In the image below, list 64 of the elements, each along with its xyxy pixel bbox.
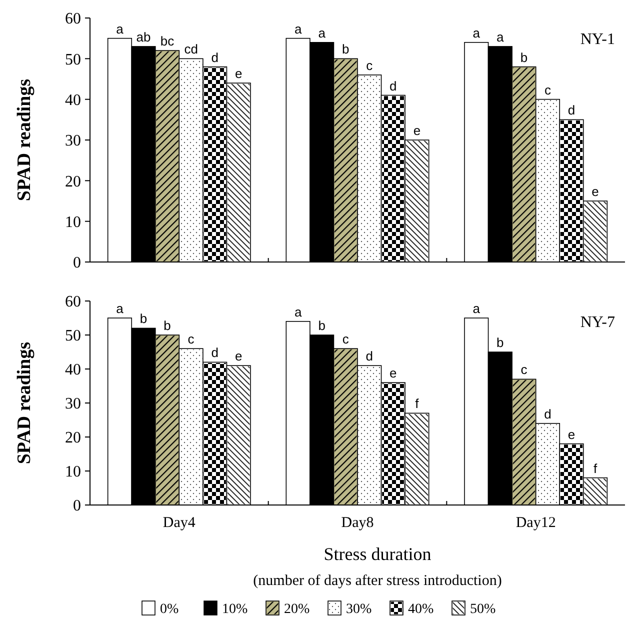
y-axis-title: SPAD readings — [14, 342, 35, 464]
y-tick-label: 60 — [65, 294, 81, 311]
data-label: d — [211, 50, 218, 65]
y-tick-label: 20 — [65, 173, 81, 190]
data-label: e — [234, 348, 242, 364]
data-label: b — [496, 335, 504, 350]
y-tick-label: 40 — [65, 92, 81, 109]
x-tick-label: Day8 — [341, 515, 374, 531]
legend-label: 50% — [470, 602, 496, 617]
data-label: d — [568, 102, 576, 118]
data-label: a — [496, 29, 505, 44]
data-label: c — [544, 82, 552, 98]
y-axis-title: SPAD readings — [14, 78, 35, 202]
data-label: b — [164, 318, 171, 333]
legend-label: 40% — [408, 602, 434, 617]
y-tick-label: 50 — [65, 328, 81, 345]
data-label: b — [520, 50, 528, 65]
data-label: a — [116, 21, 124, 36]
data-label: d — [544, 406, 552, 422]
data-label: cd — [184, 42, 198, 57]
text: NY-7 — [580, 314, 615, 331]
legend-label: 20% — [284, 602, 310, 617]
data-label: f — [415, 396, 420, 412]
legend-label: 30% — [346, 602, 372, 617]
data-label: b — [140, 311, 148, 326]
data-label: c — [366, 58, 374, 73]
text: NY-1 — [580, 31, 615, 48]
data-label: e — [568, 426, 576, 442]
data-label: c — [520, 362, 528, 378]
y-tick-label: 10 — [65, 214, 81, 231]
data-label: a — [472, 301, 481, 316]
data-label: b — [342, 42, 350, 57]
legend-label: 0% — [160, 602, 179, 617]
data-label: d — [390, 78, 397, 94]
y-tick-label: 60 — [65, 10, 81, 28]
data-label: e — [413, 123, 421, 138]
x-tick-label: Day12 — [516, 515, 556, 531]
data-label: ab — [136, 29, 151, 44]
data-label: e — [234, 66, 242, 82]
y-tick-label: 10 — [65, 464, 81, 481]
y-tick-label: 0 — [73, 498, 81, 515]
data-label: a — [294, 21, 302, 36]
legend-label: 10% — [222, 602, 248, 617]
data-label: f — [593, 460, 598, 476]
data-label: b — [318, 318, 326, 333]
y-tick-label: 50 — [65, 51, 81, 68]
data-label: d — [366, 348, 374, 364]
data-label: d — [211, 345, 218, 360]
y-tick-label: 30 — [65, 132, 81, 150]
data-label: a — [318, 25, 326, 40]
data-label: e — [592, 184, 599, 199]
data-label: a — [472, 25, 481, 40]
data-label: a — [294, 304, 302, 320]
y-tick-label: 20 — [65, 430, 81, 447]
y-tick-label: 0 — [73, 254, 81, 272]
data-label: e — [390, 366, 397, 381]
y-tick-label: 40 — [65, 362, 81, 379]
data-label: c — [342, 332, 350, 347]
x-axis-title: Stress duration (number of days after stress introduction) — [253, 544, 502, 589]
data-label: a — [116, 301, 124, 316]
data-label: bc — [160, 34, 175, 49]
y-tick-label: 30 — [65, 396, 81, 413]
x-tick-label: Day4 — [162, 515, 196, 531]
data-label: c — [188, 332, 195, 347]
